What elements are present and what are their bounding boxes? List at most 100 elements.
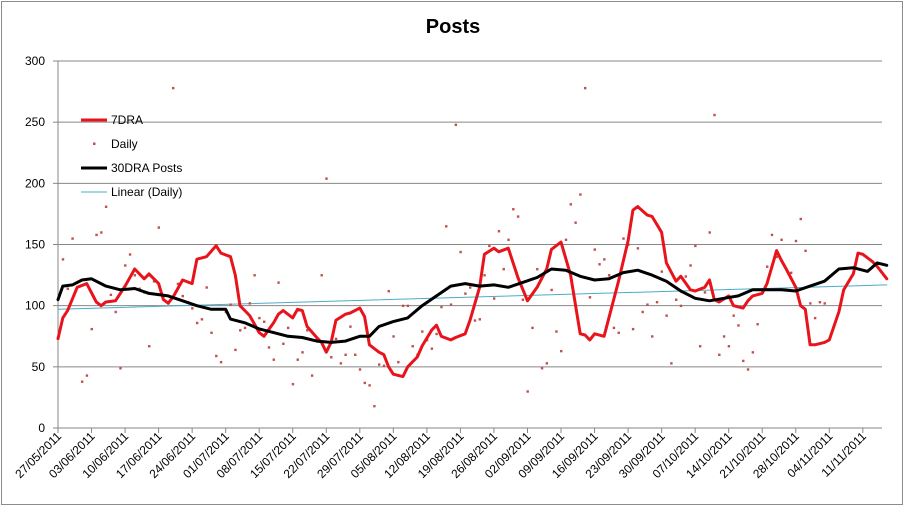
- data-point: [349, 325, 352, 328]
- data-point: [406, 304, 410, 308]
- data-point: [176, 282, 180, 286]
- data-point: [531, 326, 534, 330]
- y-tick-label: 0: [38, 421, 45, 435]
- data-point: [373, 404, 376, 408]
- data-point: [483, 274, 486, 277]
- data-point: [775, 255, 779, 259]
- data-point: [253, 274, 256, 277]
- data-point: [382, 364, 386, 368]
- data-point: [631, 327, 635, 331]
- data-point: [564, 238, 568, 242]
- data-point: [478, 318, 481, 321]
- data-point: [334, 337, 338, 341]
- data-point: [239, 329, 242, 332]
- data-point: [397, 360, 400, 364]
- data-point: [339, 362, 343, 365]
- data-point: [210, 331, 213, 334]
- data-point: [713, 113, 716, 117]
- data-point: [354, 353, 357, 356]
- data-point: [368, 384, 371, 387]
- data-point: [258, 316, 261, 320]
- data-point: [502, 267, 505, 271]
- legend-label-30dra-posts: 30DRA Posts: [111, 161, 182, 175]
- data-point: [756, 323, 759, 326]
- data-point: [603, 258, 606, 261]
- data-point: [813, 316, 817, 320]
- data-point: [588, 296, 592, 299]
- data-point: [430, 347, 434, 350]
- data-point: [550, 288, 553, 292]
- y-tick-label: 250: [25, 115, 45, 129]
- data-point: [488, 244, 491, 248]
- data-point: [306, 329, 309, 332]
- data-point: [560, 349, 563, 353]
- legend-label-daily: Daily: [111, 137, 138, 151]
- data-point: [377, 363, 381, 366]
- data-point: [358, 368, 362, 371]
- data-point: [435, 332, 438, 336]
- data-point: [363, 381, 367, 385]
- data-point: [291, 382, 295, 386]
- data-point: [579, 193, 582, 196]
- legend-label-7dra: 7DRA: [111, 113, 143, 127]
- data-point: [789, 271, 793, 275]
- data-point: [617, 331, 620, 334]
- data-point: [124, 264, 127, 267]
- data-point: [114, 310, 117, 314]
- data-point: [248, 302, 252, 305]
- data-point: [128, 253, 132, 256]
- legend-swatch-daily: [93, 142, 96, 145]
- data-point: [191, 307, 194, 310]
- data-point: [722, 335, 726, 338]
- data-point: [229, 303, 232, 306]
- data-point: [607, 274, 611, 277]
- data-point: [684, 275, 687, 278]
- data-point: [794, 239, 798, 243]
- data-point: [440, 305, 443, 309]
- data-point: [665, 314, 668, 317]
- y-tick-label: 150: [25, 238, 45, 252]
- axes: [53, 60, 882, 433]
- data-point: [109, 293, 113, 297]
- data-point: [325, 177, 328, 180]
- data-point: [679, 304, 683, 308]
- data-point: [286, 326, 290, 330]
- data-point: [708, 231, 711, 234]
- data-point: [181, 294, 184, 298]
- data-point: [646, 303, 649, 306]
- data-point: [598, 263, 601, 266]
- data-point: [622, 237, 625, 240]
- data-point: [521, 298, 525, 301]
- data-point: [516, 215, 520, 218]
- chart-title: Posts: [425, 16, 481, 38]
- data-point: [421, 330, 424, 333]
- data-point: [670, 362, 673, 365]
- data-point: [411, 345, 414, 348]
- data-point: [507, 238, 510, 242]
- data-point: [344, 353, 347, 356]
- data-point: [454, 123, 458, 127]
- data-point: [71, 237, 74, 240]
- legend: 7DRA Daily 30DRA Posts Linear (Daily): [81, 113, 182, 199]
- data-point: [746, 368, 750, 371]
- data-point: [243, 326, 247, 330]
- data-point: [85, 374, 89, 377]
- data-point: [200, 318, 204, 321]
- data-point: [636, 247, 640, 250]
- y-tick-label: 200: [25, 176, 45, 190]
- data-point: [152, 280, 156, 283]
- data-point: [301, 351, 304, 354]
- data-point: [809, 302, 812, 305]
- data-point: [641, 310, 644, 314]
- data-point: [698, 345, 702, 348]
- y-tick-label: 100: [25, 299, 45, 313]
- data-point: [449, 303, 453, 306]
- data-point: [282, 342, 285, 345]
- data-point: [492, 297, 496, 300]
- data-point: [459, 250, 462, 254]
- data-point: [100, 231, 103, 234]
- data-point: [540, 367, 544, 370]
- data-point: [651, 335, 654, 338]
- data-point: [157, 226, 161, 229]
